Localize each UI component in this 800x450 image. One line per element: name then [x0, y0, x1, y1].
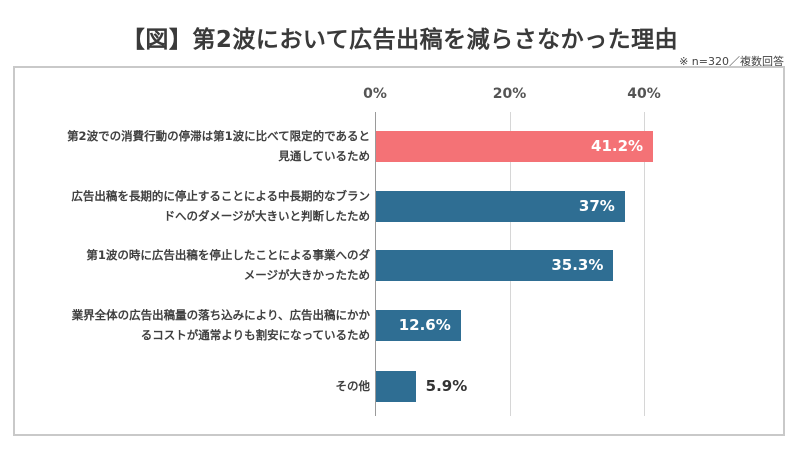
- chart-title: 【図】第2波において広告出稿を減らさなかった理由: [121, 27, 679, 53]
- value-label: 35.3%: [551, 255, 604, 274]
- x-tick-label: 20%: [492, 86, 527, 102]
- bar: [376, 130, 654, 162]
- sample-note: ※ n=320／複数回答: [679, 55, 784, 68]
- bar: [376, 190, 625, 222]
- category-label: 業界全体の広告出稿量の落ち込みにより、広告出稿にかか るコストが通常よりも割安に…: [71, 308, 370, 342]
- category-label: その他: [335, 379, 371, 393]
- value-label: 41.2%: [591, 136, 644, 155]
- bar: [376, 309, 461, 341]
- value-label: 5.9%: [425, 376, 468, 395]
- bar: [376, 370, 416, 402]
- category-label: 広告出稿を長期的に停止することによる中長期的なブラン ドへのダメージが大きいと判…: [71, 189, 370, 223]
- value-label: 12.6%: [398, 315, 451, 334]
- chart-frame: [13, 66, 785, 436]
- x-tick-label: 40%: [627, 86, 661, 102]
- x-tick-label: 0%: [363, 86, 387, 102]
- category-label: 第2波での消費行動の停滞は第1波に比べて限定的であると 見通しているため: [67, 129, 370, 163]
- gridline: [644, 112, 645, 416]
- category-label: 第1波の時に広告出稿を停止したことによる事業へのダ メージが大きかったため: [86, 248, 370, 282]
- bar: [376, 249, 614, 281]
- y-axis-line: [375, 112, 376, 416]
- value-label: 37%: [578, 196, 615, 215]
